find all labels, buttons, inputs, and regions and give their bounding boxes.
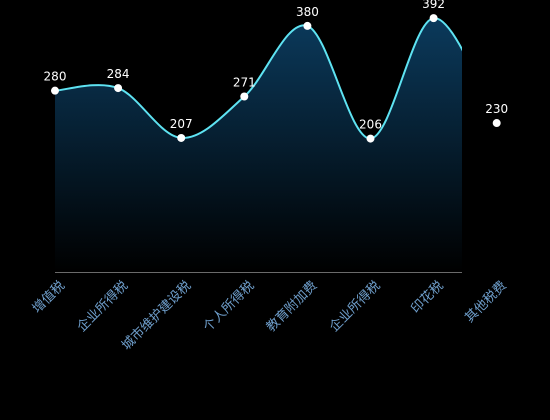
data-point[interactable] bbox=[366, 134, 375, 143]
x-tick-label: 其他税费 bbox=[462, 278, 509, 325]
data-value-label: 206 bbox=[359, 118, 382, 132]
data-value-label: 207 bbox=[170, 117, 193, 131]
x-tick-label: 企业所得税 bbox=[74, 278, 131, 335]
x-tick-label: 增值税 bbox=[29, 278, 68, 317]
x-tick-label: 印花税 bbox=[408, 278, 447, 317]
data-value-label: 230 bbox=[485, 102, 508, 116]
series-area-fill bbox=[55, 18, 462, 272]
data-point[interactable] bbox=[429, 14, 438, 23]
data-value-label: 380 bbox=[296, 5, 319, 19]
data-point[interactable] bbox=[303, 21, 312, 30]
data-value-label: 392 bbox=[422, 0, 445, 11]
data-point[interactable] bbox=[240, 92, 249, 101]
data-value-label: 284 bbox=[107, 67, 130, 81]
data-value-label: 280 bbox=[44, 70, 67, 84]
data-point[interactable] bbox=[114, 84, 123, 93]
data-value-label: 271 bbox=[233, 75, 256, 89]
data-point[interactable] bbox=[177, 133, 186, 142]
value-labels-layer: 280 284 207 271 380 206 392 230 bbox=[44, 0, 509, 132]
area-fill-layer bbox=[55, 18, 462, 272]
x-tick-label: 企业所得税 bbox=[326, 278, 383, 335]
data-point[interactable] bbox=[51, 86, 59, 95]
data-point[interactable] bbox=[492, 119, 501, 128]
x-tick-label: 个人所得税 bbox=[200, 278, 257, 335]
data-points-layer bbox=[51, 14, 501, 143]
x-tick-label: 教育附加费 bbox=[263, 278, 320, 335]
